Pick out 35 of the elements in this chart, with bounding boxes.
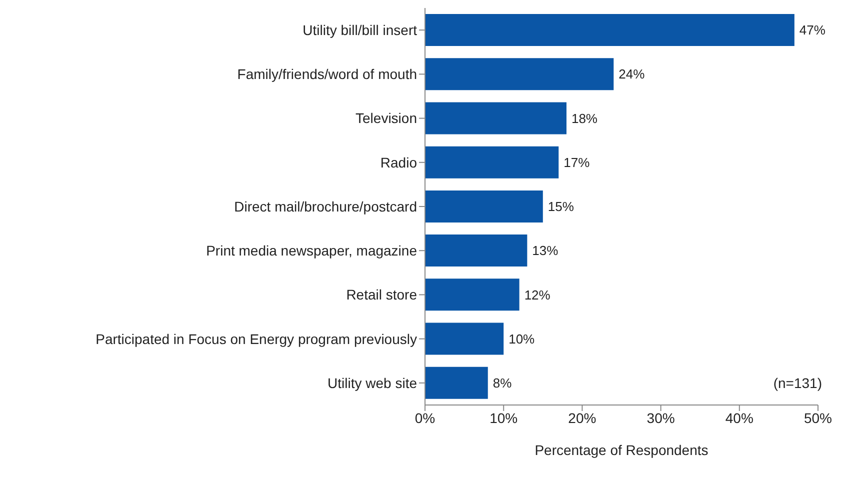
x-tick-label: 10% (490, 410, 518, 426)
bar (425, 278, 520, 311)
data-label: 13% (532, 243, 559, 258)
data-label: 8% (492, 376, 512, 391)
data-label: 17% (564, 154, 590, 170)
y-tick-label: Participated in Focus on Energy program previously (96, 330, 417, 347)
x-tick-label: 50% (804, 410, 832, 426)
x-tick-label: 0% (414, 410, 436, 426)
x-tick-label: 40% (725, 410, 754, 426)
data-label: 47% (799, 22, 826, 38)
data-label: 12% (524, 287, 551, 302)
bar (425, 146, 559, 178)
data-label: 18% (571, 110, 598, 126)
bar (425, 322, 504, 355)
y-tick-label: Direct mail/brochure/postcard (234, 198, 417, 214)
data-label: 15% (548, 199, 574, 214)
x-tick-label: 20% (568, 410, 596, 426)
bar (425, 102, 566, 134)
y-tick-label: Family/friends/word of mouth (237, 66, 417, 82)
bar (425, 14, 794, 46)
bar (425, 234, 528, 267)
annotation: (n=131) (773, 375, 822, 391)
x-tick-label: 30% (646, 410, 675, 426)
bar (425, 366, 488, 399)
y-tick-label: Radio (380, 154, 418, 170)
y-tick-label: Utility bill/bill insert (302, 22, 418, 38)
y-tick-label: Retail store (346, 286, 418, 303)
x-axis-title: Percentage of Respondents (534, 442, 708, 458)
data-label: 10% (508, 331, 536, 346)
y-tick-label: Print media newspaper, magazine (206, 242, 418, 259)
y-tick-label: Television (356, 110, 417, 126)
bar (425, 58, 614, 90)
bar (425, 190, 543, 222)
y-tick-label: Utility web site (328, 374, 418, 391)
data-label: 24% (618, 66, 646, 82)
